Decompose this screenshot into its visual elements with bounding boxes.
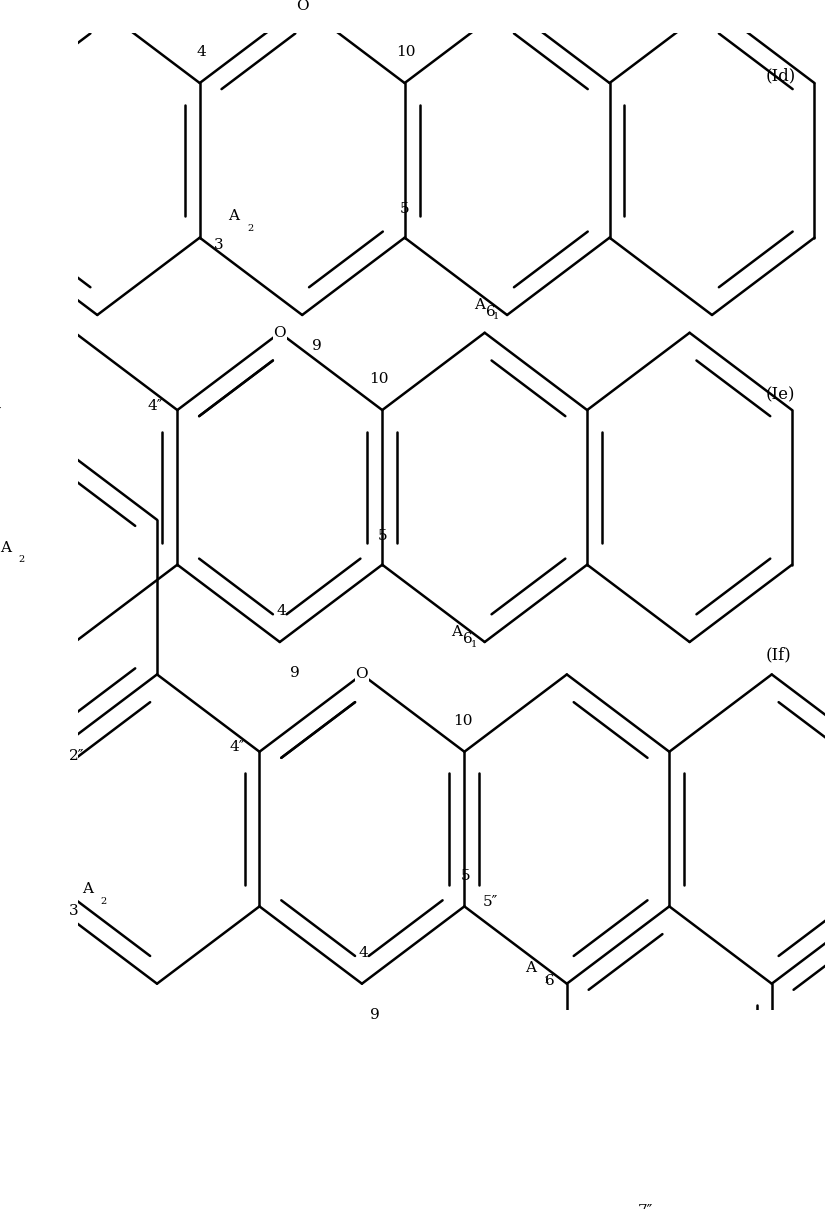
Text: 10: 10 — [453, 713, 473, 728]
Text: 4″: 4″ — [229, 740, 245, 754]
Text: 2: 2 — [248, 224, 253, 233]
Text: 4: 4 — [358, 945, 368, 960]
Text: 4: 4 — [196, 45, 206, 59]
Text: 9: 9 — [290, 666, 299, 681]
Text: 10: 10 — [370, 372, 389, 386]
Text: A: A — [82, 883, 93, 896]
Text: 1: 1 — [470, 640, 477, 648]
Text: 6: 6 — [545, 974, 555, 988]
Text: 1: 1 — [544, 976, 550, 985]
Text: O: O — [296, 0, 309, 13]
Text: 9: 9 — [312, 339, 322, 353]
Text: 3: 3 — [214, 237, 224, 251]
Text: 1: 1 — [493, 312, 499, 322]
Text: O: O — [356, 667, 368, 682]
Text: A: A — [0, 540, 11, 555]
Text: 5: 5 — [400, 202, 409, 216]
Text: 2″: 2″ — [69, 750, 84, 763]
Text: 2: 2 — [19, 555, 25, 565]
Text: (Ie): (Ie) — [766, 387, 794, 404]
Text: 4: 4 — [276, 604, 286, 618]
Text: 5″: 5″ — [483, 895, 498, 909]
Text: O: O — [273, 325, 286, 340]
Text: 3: 3 — [69, 903, 78, 918]
Text: 2: 2 — [101, 897, 107, 906]
Text: (Id): (Id) — [766, 68, 795, 85]
Text: 6: 6 — [486, 306, 495, 319]
Text: 2″: 2″ — [0, 407, 2, 422]
Text: A: A — [451, 625, 463, 638]
Text: 6: 6 — [463, 632, 473, 647]
Text: 5: 5 — [461, 869, 470, 884]
Text: 10: 10 — [396, 45, 416, 59]
Text: 4″: 4″ — [148, 399, 163, 412]
Text: 5: 5 — [377, 530, 387, 543]
Text: 7″: 7″ — [638, 1204, 653, 1209]
Text: A: A — [229, 209, 239, 224]
Text: (If): (If) — [766, 647, 791, 664]
Text: A: A — [526, 961, 536, 976]
Text: 9: 9 — [370, 1008, 380, 1022]
Text: A: A — [474, 297, 485, 312]
